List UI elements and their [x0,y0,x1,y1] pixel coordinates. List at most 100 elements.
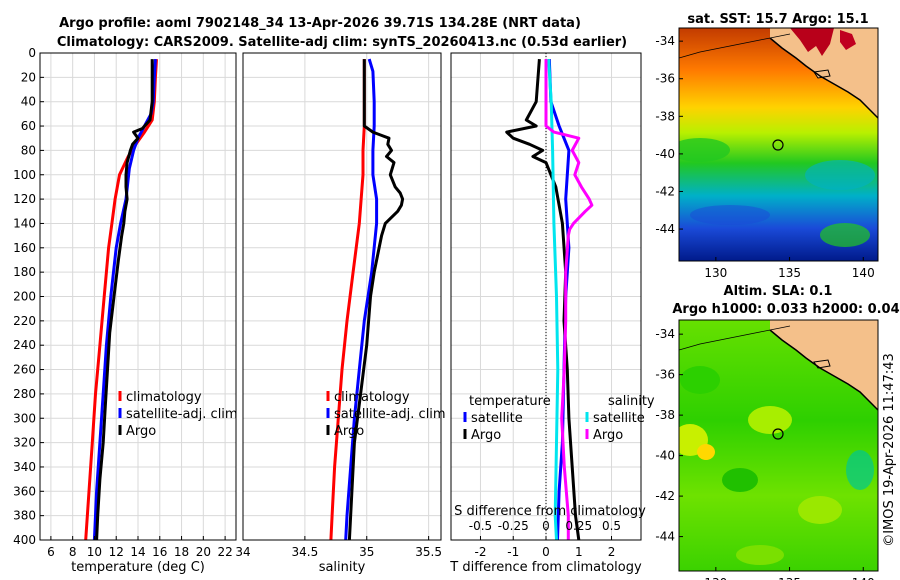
x-tick-label: 10 [87,545,102,559]
y-tick-label: -38 [655,408,675,422]
x-tick-label: 14 [130,545,145,559]
legend-label: satellite-adj. clim [334,407,446,422]
x-tick-label: 34.5 [292,545,319,559]
y-tick-label: -36 [655,368,675,382]
sst-map-title: sat. SST: 15.7 Argo: 15.1 [687,12,868,27]
series-line-satellite-adj-clim [344,58,379,541]
x-axis-label: temperature (deg C) [71,560,205,575]
x-tick-label: 1 [575,545,583,559]
x-tick-label: 135 [778,266,801,280]
legend: climatology satellite-adj. clim Argo [326,390,446,439]
sla-map-subtitle: Argo h1000: 0.033 h2000: 0.04 [672,302,899,317]
sst-map: sat. SST: 15.7 Argo: 15.1 130 135 140 -34 -3… [655,12,879,280]
x-tick-label: 0 [542,545,550,559]
top-tick-label: 0 [542,519,550,533]
sla-map-title: Altim. SLA: 0.1 [724,284,833,299]
y-tick-label: -34 [655,34,675,48]
series-line-argo [95,59,154,541]
y-tick-label: 0 [28,46,36,60]
x-tick-label: 2 [608,545,616,559]
x-axis-label: T difference from climatology [449,560,642,575]
x-tick-label: 18 [174,545,189,559]
series-line-climatology [329,59,366,541]
y-tick-label: -40 [655,449,675,463]
figure-title: Argo profile: aoml 7902148_34 13-Apr-202… [59,16,581,31]
series-line-s-satellite [547,59,560,541]
top-tick-label: -0.5 [469,519,492,533]
coastline [769,37,878,119]
y-tick-label: 380 [13,509,36,523]
x-tick-label: 135 [778,576,801,580]
y-tick-label: -44 [655,222,675,236]
salinity-profile: 34 34.5 35 35.5 salinity climatology satellite… [235,52,446,575]
legend-label: Argo [126,424,156,439]
x-tick-label: 8 [69,545,77,559]
legend-title: temperature [469,394,551,409]
y-tick-label: 260 [13,363,36,377]
coastline [769,329,878,411]
x-tick-label: 130 [704,266,727,280]
legend-title: salinity [608,394,655,409]
y-tick-label: 140 [13,216,36,230]
top-tick-label: 0.25 [565,519,592,533]
x-tick-label: -2 [474,545,486,559]
y-tick-label: 20 [21,70,36,84]
top-tick-label: 0.5 [602,519,621,533]
x-tick-label: 130 [704,576,727,580]
y-tick-label: 220 [13,314,36,328]
legend-label: satellite-adj. clim [126,407,238,422]
y-tick-label: -34 [655,327,675,341]
y-tick-label: 340 [13,460,36,474]
series-line-climatology [84,59,158,541]
x-tick-label: -1 [507,545,519,559]
series-line-t-argo [505,58,581,541]
x-tick-label: 140 [852,576,875,580]
y-tick-label: 280 [13,387,36,401]
y-tick-label: -44 [655,530,675,544]
y-tick-label: -42 [655,489,675,503]
x-tick-label: 140 [852,266,875,280]
x-tick-label: 35 [359,545,374,559]
legend-label: satellite [471,411,523,426]
y-tick-label: 60 [21,119,36,133]
y-tick-label: 200 [13,290,36,304]
legend: temperature salinity satellite Argo satellit… [463,394,655,443]
legend-label: climatology [126,390,202,405]
y-tick-label: -42 [655,184,675,198]
difference-profile: -2 -1 0 1 2T difference from climatology S di… [449,52,655,575]
series-line-s-argo [544,59,594,540]
y-tick-label: 360 [13,484,36,498]
profile-panels: 0204060801001201401601802002202402602803… [13,46,655,575]
y-tick-label: 400 [13,533,36,547]
top-axis-label: S difference from climatology [454,504,646,519]
y-tick-label: -40 [655,147,675,161]
y-tick-label: 40 [21,95,36,109]
x-tick-label: 16 [152,545,167,559]
y-tick-label: 300 [13,411,36,425]
y-tick-label: -36 [655,72,675,86]
argo-marker-sla [772,428,784,440]
legend-label: climatology [334,390,410,405]
sla-map: Altim. SLA: 0.1 Argo h1000: 0.033 h2000:… [655,284,899,580]
y-tick-label: 160 [13,241,36,255]
x-tick-label: 6 [47,545,55,559]
temperature-profile: 0 20 40 60 80 100 120 140 160 180 200 220 240 260 280 3… [13,46,238,575]
y-tick-label: 120 [13,192,36,206]
legend-label: Argo [593,428,623,443]
series-line-argo [347,59,405,541]
sla-map-ticks: 130 135 140 -34 -36 -38 -40 -42 -44 [655,327,874,580]
sst-map-ticks: 130 135 140 -34 -36 -38 -40 -42 -44 [655,34,874,280]
legend-label: satellite [593,411,645,426]
shelf-contour [679,33,791,59]
y-tick-label: -38 [655,109,675,123]
figure-subtitle: Climatology: CARS2009. Satellite-adj cli… [57,35,627,50]
y-tick-label: 320 [13,436,36,450]
x-axis-label: salinity [319,560,366,575]
imos-credit: ©IMOS 19-Apr-2026 11:47:43 [882,353,897,547]
legend-label: Argo [334,424,364,439]
axes-frame [242,52,442,541]
y-tick-label: 80 [21,143,36,157]
legend-label: Argo [471,428,501,443]
y-tick-label: 240 [13,338,36,352]
